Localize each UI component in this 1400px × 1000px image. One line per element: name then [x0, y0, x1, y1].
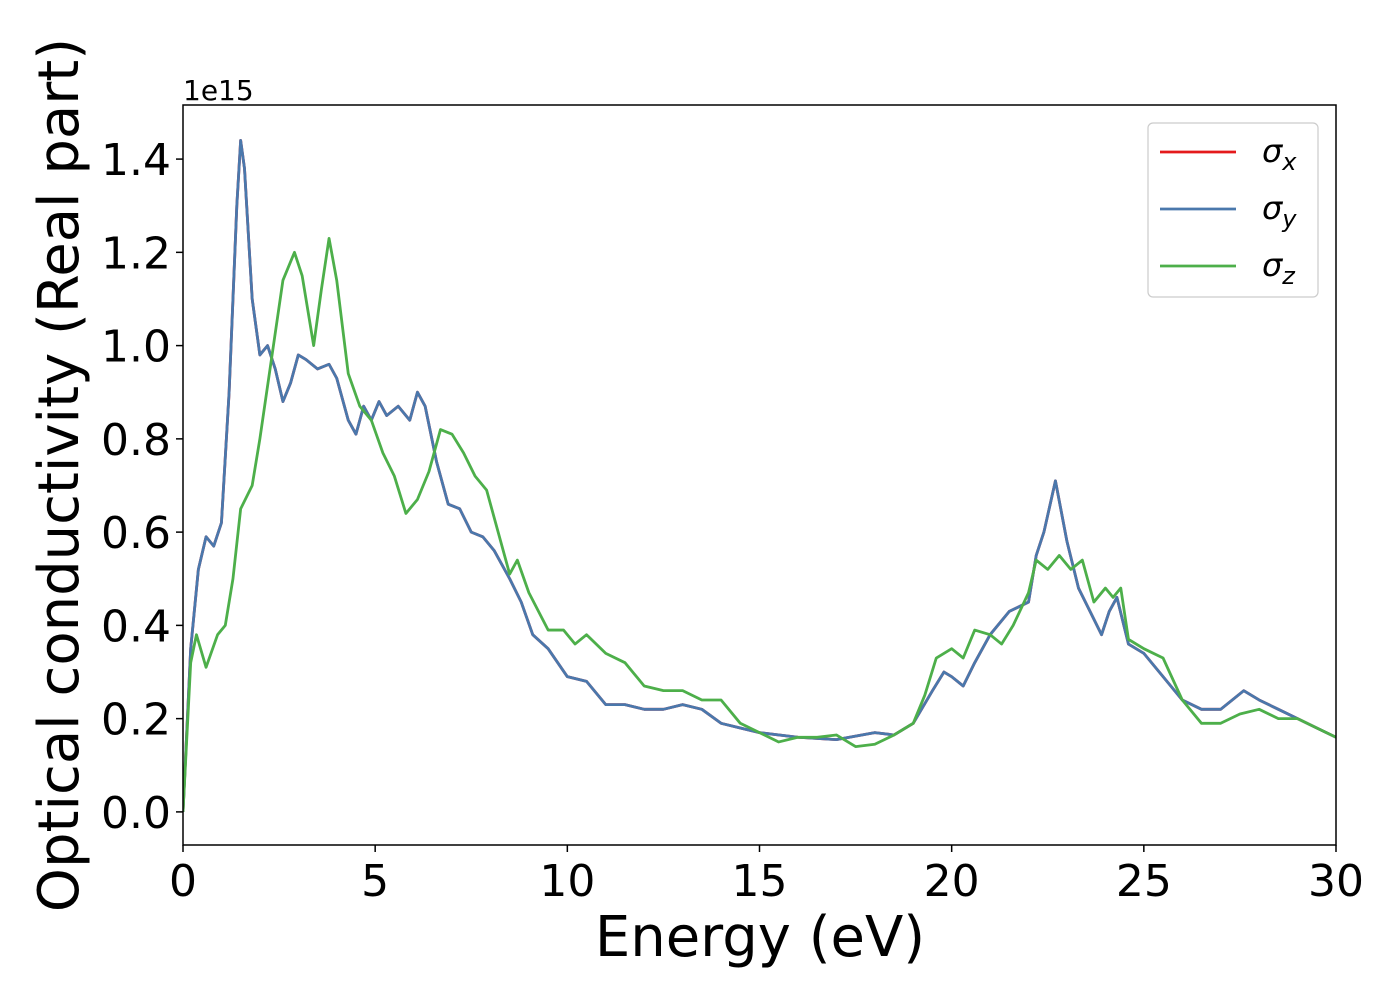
y-tick-label: 1.2	[101, 228, 171, 279]
x-tick-label: 15	[732, 856, 788, 907]
series-line	[183, 236, 1336, 812]
y-tick-label: 0.4	[101, 601, 171, 652]
legend-label: σx	[1262, 132, 1297, 176]
y-tick-label: 0.0	[101, 788, 171, 839]
y-tick-label: 1.0	[101, 322, 171, 373]
legend-label: σz	[1262, 246, 1296, 290]
y-offset-label: 1e15	[183, 74, 254, 107]
x-tick-label: 0	[169, 856, 197, 907]
y-tick-label: 0.2	[101, 695, 171, 746]
x-tick-label: 20	[924, 856, 980, 907]
legend-label: σy	[1262, 189, 1297, 233]
plot-frame	[182, 104, 1337, 846]
x-tick-label: 25	[1116, 856, 1172, 907]
x-tick-label: 5	[361, 856, 389, 907]
y-tick-label: 0.8	[101, 415, 171, 466]
x-tick-label: 30	[1308, 856, 1364, 907]
x-tick-label: 10	[539, 856, 595, 907]
series-line	[183, 139, 1336, 812]
x-axis-label: Energy (eV)	[595, 905, 925, 970]
y-tick-label: 0.6	[101, 508, 171, 559]
y-axis-label: Optical conductivity (Real part)	[27, 38, 92, 912]
y-tick-label: 1.4	[101, 135, 171, 186]
